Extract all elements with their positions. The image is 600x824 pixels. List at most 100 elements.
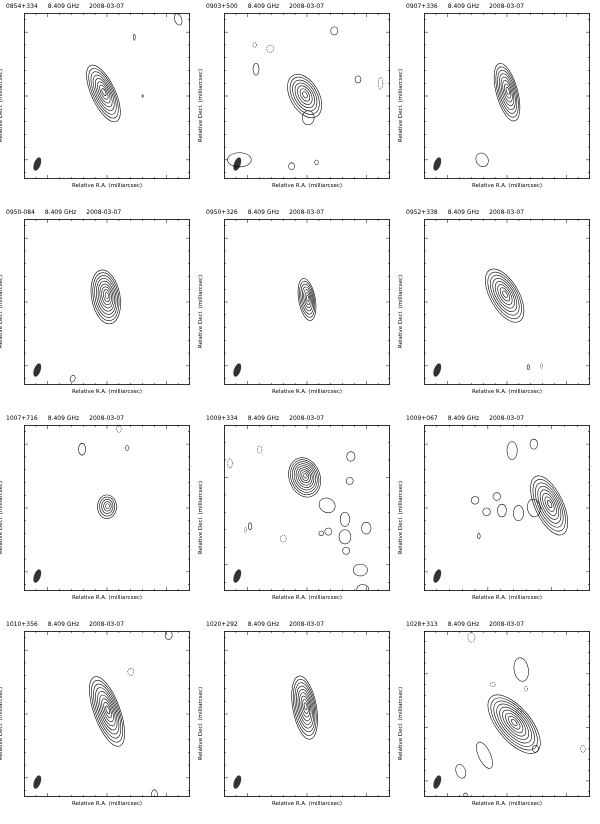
contour-line [506, 441, 518, 460]
frequency-label: 8.409 GHz [47, 415, 80, 422]
frequency-label: 8.409 GHz [247, 209, 280, 216]
contour-plot: 50-550-5 [224, 631, 390, 797]
date-label: 2008-03-07 [89, 415, 125, 422]
contour-line [105, 503, 110, 509]
contour-line [101, 698, 114, 723]
contour-plot: 50-550-5 [24, 425, 190, 591]
contour-plot: 50-550-5 [424, 631, 590, 797]
contour-line [78, 443, 86, 456]
contour-line [301, 110, 315, 126]
contour-line [354, 75, 362, 84]
y-axis-label: Relative Decl. (milliarcsec) [0, 274, 4, 348]
contour-line [356, 584, 369, 591]
contour-line [302, 91, 308, 99]
map-panel: 0950+326 8.409 GHz 2008-03-07 Relative Decl… [198, 206, 400, 412]
source-name: 0952+338 [406, 209, 438, 216]
contour-line [463, 792, 468, 797]
date-label: 2008-03-07 [489, 209, 525, 216]
contour-line [97, 691, 118, 731]
contour-line [103, 501, 112, 512]
panel-header: 1007+716 8.409 GHz 2008-03-07 [6, 415, 134, 422]
negative-contour [266, 44, 275, 53]
beam-ellipse [433, 363, 442, 377]
x-axis-label: Relative R.A. (milliarcsec) [71, 389, 143, 395]
contour-line [487, 271, 522, 320]
contour-line [511, 718, 518, 727]
contour-line [502, 709, 527, 737]
contour-line [289, 76, 320, 115]
y-axis-label: Relative Decl. (milliarcsec) [0, 68, 4, 142]
contour-line [287, 73, 323, 119]
panel-header: 0907+336 8.409 GHz 2008-03-07 [406, 3, 534, 10]
negative-contour [280, 534, 287, 543]
plot-frame [24, 425, 190, 591]
panel-header: 0903+500 8.409 GHz 2008-03-07 [206, 3, 334, 10]
x-axis-label: Relative R.A. (milliarcsec) [271, 595, 343, 601]
x-axis-label: Relative R.A. (milliarcsec) [471, 595, 543, 601]
contour-line [330, 26, 339, 36]
date-label: 2008-03-07 [86, 209, 122, 216]
contour-line [299, 692, 312, 722]
plot-frame [224, 219, 390, 385]
beam-ellipse [233, 363, 242, 377]
date-label: 2008-03-07 [289, 3, 325, 10]
date-label: 2008-03-07 [289, 209, 325, 216]
y-axis-label: Relative Decl. (milliarcsec) [398, 274, 404, 348]
contour-line [482, 507, 491, 516]
source-name: 0907+336 [406, 3, 438, 10]
contour-line [492, 492, 501, 501]
source-name: 0903+500 [206, 3, 238, 10]
plot-frame [24, 13, 190, 179]
contour-line [532, 479, 566, 532]
contour-line [103, 702, 112, 719]
contour-line [90, 269, 121, 325]
x-axis-label: Relative R.A. (milliarcsec) [271, 801, 343, 807]
map-panel: 0952+338 8.409 GHz 2008-03-07 Relative Decl… [398, 206, 600, 412]
contour-line [339, 511, 350, 527]
x-axis-label: Relative R.A. (milliarcsec) [471, 183, 543, 189]
map-panel: 0907+336 8.409 GHz 2008-03-07 Relative Decl… [398, 0, 600, 206]
contour-line [297, 85, 313, 105]
plot-frame [424, 631, 590, 797]
map-panel: 0950-084 8.409 GHz 2008-03-07 Relative Decl… [0, 206, 200, 412]
contour-line [104, 292, 109, 299]
plot-frame [224, 13, 390, 179]
contour-line [535, 482, 564, 528]
date-label: 2008-03-07 [489, 415, 525, 422]
contour-line [248, 522, 253, 531]
contour-line [529, 438, 538, 450]
contour-line [490, 697, 538, 751]
contour-plot: 50-550-5 [224, 13, 390, 179]
contour-line [539, 489, 560, 520]
contour-line [542, 493, 557, 516]
contour-line [295, 465, 315, 488]
contour-line [489, 274, 520, 316]
contour-line [346, 451, 356, 462]
frequency-label: 8.409 GHz [447, 621, 480, 628]
contour-line [475, 152, 489, 167]
plot-frame [224, 425, 390, 591]
date-label: 2008-03-07 [489, 621, 525, 628]
panel-header: 0854+334 8.409 GHz 2008-03-07 [6, 3, 134, 10]
map-panel: 0854+334 8.409 GHz 2008-03-07 Relative Decl… [0, 0, 200, 206]
contour-line [470, 496, 480, 505]
contour-line [352, 563, 368, 577]
contour-line [297, 467, 313, 486]
plot-frame [424, 219, 590, 385]
source-name: 1009+334 [206, 415, 238, 422]
plot-frame [424, 13, 590, 179]
map-panel: 1010+356 8.409 GHz 2008-03-07 Relative Decl… [0, 618, 200, 824]
frequency-label: 8.409 GHz [247, 621, 280, 628]
y-axis-label: Relative Decl. (milliarcsec) [398, 480, 404, 554]
contour-line [504, 83, 512, 99]
contour-plot: 50-550-5 [424, 13, 590, 179]
contour-line [103, 289, 111, 302]
frequency-label: 8.409 GHz [247, 3, 280, 10]
contour-line [547, 500, 553, 509]
contour-line [252, 62, 260, 76]
contour-line [477, 533, 481, 539]
contour-line [303, 289, 312, 309]
panel-header: 1009+334 8.409 GHz 2008-03-07 [206, 415, 334, 422]
contour-line [299, 88, 311, 102]
